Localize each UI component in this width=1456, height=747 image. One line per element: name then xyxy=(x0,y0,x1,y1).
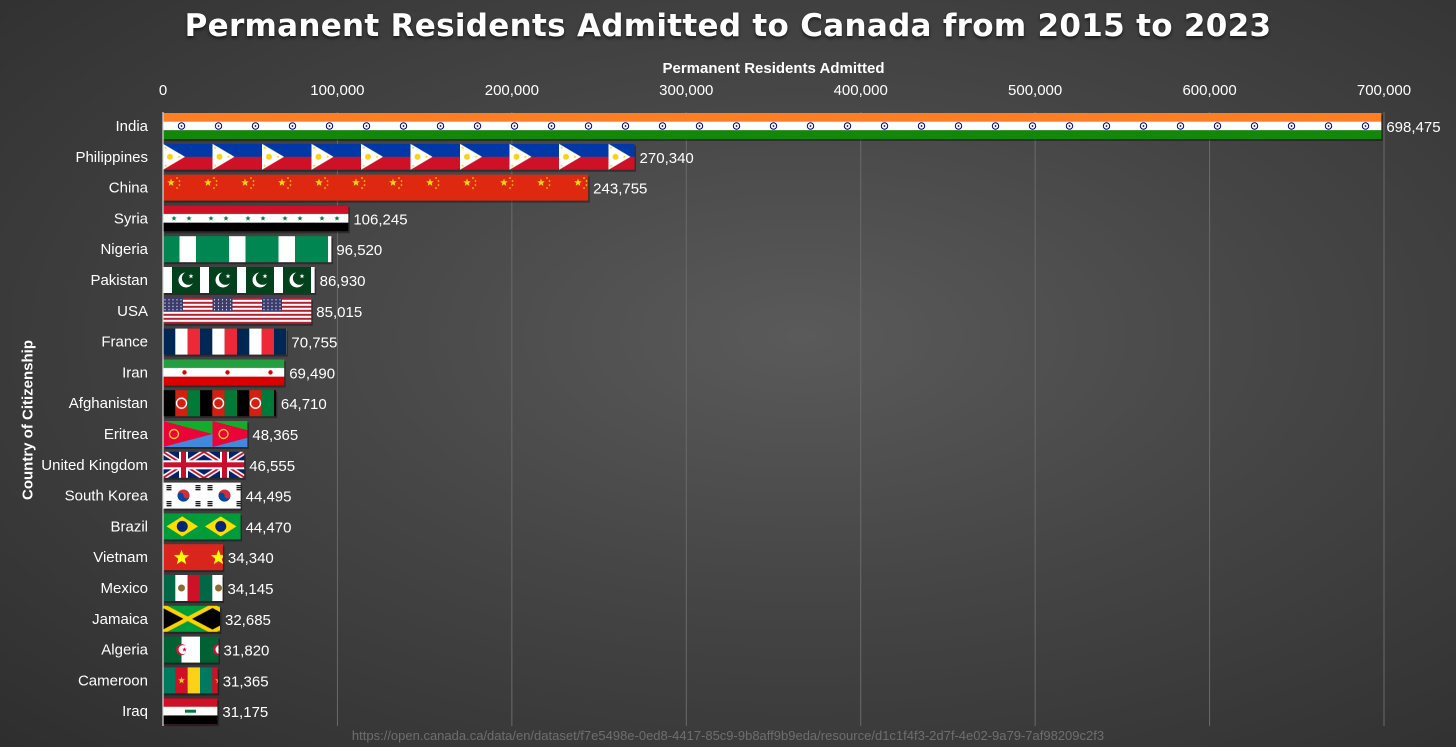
x-tick-label: 100,000 xyxy=(310,82,364,99)
value-label: 32,685 xyxy=(225,612,271,629)
value-label: 70,755 xyxy=(291,335,337,352)
bar-philippines xyxy=(163,143,635,170)
bar-afghanistan xyxy=(163,390,276,417)
category-label: Philippines xyxy=(75,149,148,166)
x-axis-ticks: 0 100,000 200,000 300,000 400,000 500,000 600,… xyxy=(159,82,1411,99)
source-url[interactable]: https://open.canada.ca/data/en/dataset/f… xyxy=(351,728,1105,743)
category-label: China xyxy=(109,180,149,197)
bar-vietnam xyxy=(163,544,223,571)
category-labels: India Philippines China Syria Nigeria Pakista… xyxy=(41,118,148,720)
value-label: 34,145 xyxy=(228,581,274,598)
bar-india xyxy=(163,113,1382,139)
category-label: USA xyxy=(117,303,148,320)
bar-nigeria xyxy=(163,236,332,263)
x-tick-label: 200,000 xyxy=(485,82,539,99)
bar-algeria xyxy=(163,636,219,663)
bar-pakistan xyxy=(163,267,315,293)
value-label: 48,365 xyxy=(252,427,298,444)
chart-title: Permanent Residents Admitted to Canada f… xyxy=(184,8,1272,44)
value-label: 64,710 xyxy=(281,396,327,413)
value-label: 31,820 xyxy=(224,643,270,660)
bar-china xyxy=(163,174,589,201)
category-label: Pakistan xyxy=(90,272,148,289)
value-label: 243,755 xyxy=(593,181,647,198)
category-label: Syria xyxy=(114,210,149,227)
value-label: 44,495 xyxy=(246,489,292,506)
value-label: 34,340 xyxy=(228,550,274,567)
x-tick-label: 700,000 xyxy=(1357,82,1411,99)
value-label: 31,365 xyxy=(223,673,269,690)
category-label: Mexico xyxy=(100,580,148,597)
category-label: Brazil xyxy=(110,518,148,535)
x-axis-label: Permanent Residents Admitted xyxy=(662,60,885,77)
category-label: India xyxy=(115,118,148,135)
bar-jamaica xyxy=(163,605,221,632)
bar-france xyxy=(163,328,287,355)
bar-iran xyxy=(163,359,285,386)
value-label: 85,015 xyxy=(316,304,362,321)
value-labels: 698,475 270,340 243,755 106,245 96,520 86,930… xyxy=(222,119,1440,721)
category-label: Eritrea xyxy=(104,426,149,443)
value-label: 46,555 xyxy=(249,458,295,475)
bar-mexico xyxy=(163,575,223,601)
category-label: Iran xyxy=(122,364,148,381)
x-tick-label: 500,000 xyxy=(1008,82,1062,99)
x-tick-label: 400,000 xyxy=(834,82,888,99)
category-label: Algeria xyxy=(101,642,148,659)
x-tick-label: 300,000 xyxy=(659,82,713,99)
bar-brazil xyxy=(163,513,241,540)
value-label: 270,340 xyxy=(640,150,694,167)
value-label: 96,520 xyxy=(336,242,382,259)
grid-lines xyxy=(336,112,1385,726)
bar-eritrea xyxy=(163,421,248,447)
category-label: South Korea xyxy=(65,488,149,505)
value-label: 698,475 xyxy=(1386,119,1440,136)
x-tick-label: 600,000 xyxy=(1182,82,1236,99)
category-label: France xyxy=(101,334,148,351)
x-tick-label: 0 xyxy=(159,82,167,99)
value-label: 106,245 xyxy=(353,211,407,228)
bar-south-korea xyxy=(163,482,241,509)
bar-united-kingdom xyxy=(163,451,245,478)
category-label: Nigeria xyxy=(100,241,148,258)
category-label: Cameroon xyxy=(78,672,148,689)
bars xyxy=(163,113,1383,727)
category-label: Vietnam xyxy=(93,549,148,566)
category-label: Iraq xyxy=(122,703,148,720)
value-label: 44,470 xyxy=(246,519,292,536)
category-label: Jamaica xyxy=(92,611,149,628)
bar-cameroon xyxy=(163,667,218,694)
bar-iraq xyxy=(163,698,218,725)
value-label: 86,930 xyxy=(320,273,366,290)
value-label: 31,175 xyxy=(222,704,268,721)
category-label: Afghanistan xyxy=(69,395,148,412)
value-label: 69,490 xyxy=(289,365,335,382)
category-label: United Kingdom xyxy=(41,457,148,474)
bar-usa xyxy=(163,297,312,324)
bar-syria xyxy=(163,205,349,232)
